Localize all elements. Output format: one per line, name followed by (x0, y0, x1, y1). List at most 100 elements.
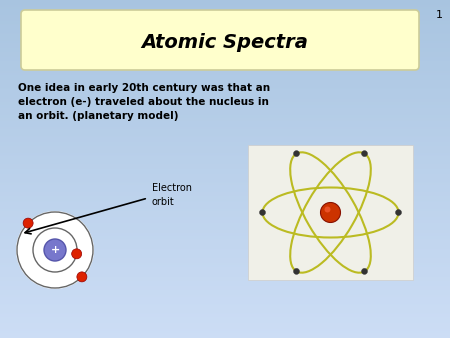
Bar (0, 189, 450, 190)
Bar (0, 92, 450, 93)
Bar (0, 273, 450, 274)
Bar (0, 244, 450, 245)
Bar (0, 284, 450, 285)
Bar (0, 271, 450, 272)
Bar (0, 225, 450, 226)
Bar (0, 261, 450, 262)
Bar (0, 213, 450, 214)
Bar (0, 281, 450, 282)
Bar (0, 44, 450, 45)
Bar (0, 277, 450, 278)
Bar (0, 84, 450, 85)
Bar (0, 43, 450, 44)
Circle shape (23, 218, 33, 228)
Bar (0, 27, 450, 28)
Bar (0, 93, 450, 94)
Bar (0, 218, 450, 219)
Bar (0, 280, 450, 281)
Bar (0, 193, 450, 194)
Bar (0, 153, 450, 154)
Bar (0, 20, 450, 21)
Circle shape (361, 151, 368, 156)
Bar (0, 259, 450, 260)
Bar (0, 164, 450, 165)
Bar (0, 242, 450, 243)
Bar (0, 154, 450, 155)
Circle shape (293, 268, 300, 274)
Bar (0, 332, 450, 333)
Bar (0, 42, 450, 43)
Bar (0, 129, 450, 130)
Bar (0, 336, 450, 337)
Bar (0, 199, 450, 200)
Bar (0, 181, 450, 182)
Bar (0, 201, 450, 202)
Bar (0, 289, 450, 290)
Bar (0, 310, 450, 311)
Bar (0, 311, 450, 312)
Bar (0, 241, 450, 242)
Bar (0, 108, 450, 109)
Bar (0, 272, 450, 273)
Bar (0, 91, 450, 92)
Bar (0, 246, 450, 247)
Bar (0, 214, 450, 215)
Bar (0, 192, 450, 193)
Bar (0, 52, 450, 53)
Bar (0, 211, 450, 212)
Bar (0, 300, 450, 301)
Bar (0, 167, 450, 168)
Bar (0, 238, 450, 239)
Bar (0, 141, 450, 142)
Bar (0, 290, 450, 291)
Circle shape (320, 202, 341, 222)
Bar (0, 328, 450, 329)
Bar (0, 83, 450, 84)
Bar (0, 266, 450, 267)
Bar (0, 217, 450, 218)
Bar (0, 26, 450, 27)
Bar (0, 100, 450, 101)
Bar (0, 15, 450, 16)
Bar (0, 156, 450, 157)
Bar (0, 119, 450, 120)
Bar (0, 61, 450, 62)
Bar (0, 66, 450, 67)
Bar (0, 121, 450, 122)
Bar (0, 94, 450, 95)
Bar (0, 333, 450, 334)
Bar (0, 335, 450, 336)
Circle shape (16, 211, 94, 289)
Bar (0, 255, 450, 256)
Bar (0, 76, 450, 77)
Bar (0, 117, 450, 118)
Bar (0, 215, 450, 216)
Bar (0, 34, 450, 35)
Bar (0, 223, 450, 224)
Bar (0, 67, 450, 68)
Bar (0, 109, 450, 110)
Bar (0, 125, 450, 126)
Bar (0, 256, 450, 257)
Bar (0, 75, 450, 76)
Bar (0, 243, 450, 244)
Bar (0, 303, 450, 304)
Bar (0, 106, 450, 107)
Bar (0, 57, 450, 58)
Bar (0, 222, 450, 223)
Bar (0, 171, 450, 172)
Bar (0, 40, 450, 41)
Bar (0, 7, 450, 8)
Bar (0, 85, 450, 86)
Bar (0, 135, 450, 136)
Bar (0, 309, 450, 310)
Bar (0, 157, 450, 158)
Bar (0, 173, 450, 174)
Bar (0, 89, 450, 90)
Bar (0, 169, 450, 170)
Bar (0, 159, 450, 160)
Bar (0, 14, 450, 15)
Bar (0, 74, 450, 75)
Bar (0, 70, 450, 71)
Bar (0, 252, 450, 253)
